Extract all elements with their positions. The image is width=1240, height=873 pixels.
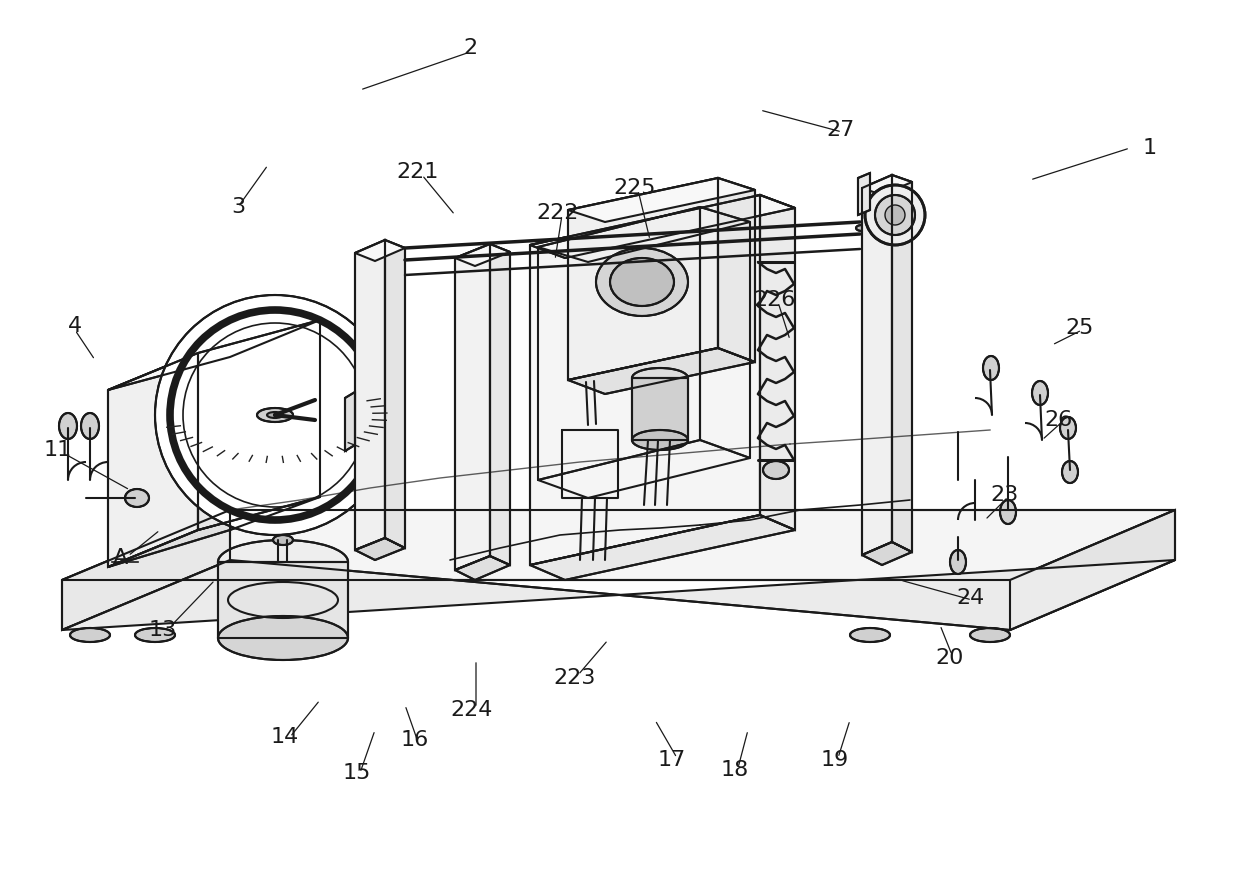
Polygon shape xyxy=(862,175,911,195)
Text: 14: 14 xyxy=(270,727,299,747)
Polygon shape xyxy=(632,378,688,440)
Ellipse shape xyxy=(632,368,688,388)
Ellipse shape xyxy=(257,408,293,422)
Ellipse shape xyxy=(565,302,670,378)
Ellipse shape xyxy=(580,313,656,367)
Polygon shape xyxy=(1011,510,1176,630)
Polygon shape xyxy=(862,542,911,565)
Polygon shape xyxy=(108,320,320,390)
Ellipse shape xyxy=(218,616,348,660)
Polygon shape xyxy=(62,510,1176,580)
Ellipse shape xyxy=(950,550,966,574)
Ellipse shape xyxy=(81,413,99,439)
Text: 1: 1 xyxy=(1143,138,1157,158)
Ellipse shape xyxy=(763,461,789,479)
Text: 3: 3 xyxy=(231,197,246,217)
Circle shape xyxy=(885,205,905,225)
Polygon shape xyxy=(892,175,911,552)
Text: 221: 221 xyxy=(397,162,439,182)
Polygon shape xyxy=(455,244,510,266)
Polygon shape xyxy=(490,244,510,565)
Polygon shape xyxy=(384,240,405,548)
Text: 4: 4 xyxy=(68,316,82,336)
Polygon shape xyxy=(355,240,384,550)
Polygon shape xyxy=(529,515,795,580)
Ellipse shape xyxy=(273,535,293,545)
Text: 15: 15 xyxy=(342,763,371,783)
Circle shape xyxy=(866,185,925,245)
Polygon shape xyxy=(760,195,795,530)
Ellipse shape xyxy=(205,486,216,494)
Ellipse shape xyxy=(69,628,110,642)
Polygon shape xyxy=(862,175,892,555)
Polygon shape xyxy=(455,244,490,570)
Ellipse shape xyxy=(218,540,348,584)
Ellipse shape xyxy=(562,488,618,508)
Circle shape xyxy=(155,295,396,535)
Polygon shape xyxy=(355,538,405,560)
Ellipse shape xyxy=(999,500,1016,524)
Polygon shape xyxy=(218,562,348,638)
Ellipse shape xyxy=(1060,417,1076,439)
Ellipse shape xyxy=(983,356,999,380)
Text: 26: 26 xyxy=(1044,410,1073,430)
Ellipse shape xyxy=(849,628,890,642)
Ellipse shape xyxy=(135,628,175,642)
Text: 13: 13 xyxy=(149,620,177,640)
Text: 16: 16 xyxy=(401,730,429,750)
Text: 25: 25 xyxy=(1066,318,1094,338)
Polygon shape xyxy=(701,207,750,458)
Polygon shape xyxy=(529,195,760,565)
Ellipse shape xyxy=(587,502,596,508)
Polygon shape xyxy=(198,320,320,530)
Text: 2: 2 xyxy=(463,38,477,58)
Ellipse shape xyxy=(610,258,675,306)
Text: 24: 24 xyxy=(956,588,985,608)
Polygon shape xyxy=(529,195,795,258)
Polygon shape xyxy=(562,430,618,498)
Text: 27: 27 xyxy=(826,120,854,140)
Polygon shape xyxy=(108,353,198,567)
Polygon shape xyxy=(538,440,750,498)
Ellipse shape xyxy=(605,255,615,261)
Ellipse shape xyxy=(125,489,149,507)
Text: 225: 225 xyxy=(614,178,656,198)
Text: 11: 11 xyxy=(43,440,72,460)
Ellipse shape xyxy=(632,430,688,450)
Text: 223: 223 xyxy=(554,668,596,688)
Polygon shape xyxy=(62,560,1176,630)
Polygon shape xyxy=(568,178,755,222)
Polygon shape xyxy=(568,348,755,394)
Ellipse shape xyxy=(970,628,1011,642)
Polygon shape xyxy=(538,207,701,480)
Ellipse shape xyxy=(596,248,688,316)
Ellipse shape xyxy=(584,376,600,384)
Ellipse shape xyxy=(1032,381,1048,405)
Circle shape xyxy=(875,195,915,235)
Ellipse shape xyxy=(562,420,618,440)
Polygon shape xyxy=(538,207,750,262)
Ellipse shape xyxy=(856,225,868,231)
Polygon shape xyxy=(455,556,510,580)
Text: 226: 226 xyxy=(754,290,796,310)
Polygon shape xyxy=(568,178,718,380)
Text: A: A xyxy=(113,548,128,568)
Polygon shape xyxy=(108,497,320,567)
Ellipse shape xyxy=(192,485,208,495)
Polygon shape xyxy=(718,178,755,362)
Ellipse shape xyxy=(1061,461,1078,483)
Polygon shape xyxy=(355,240,405,261)
Polygon shape xyxy=(858,173,870,215)
Ellipse shape xyxy=(60,413,77,439)
Text: 23: 23 xyxy=(991,485,1019,505)
Ellipse shape xyxy=(267,412,283,418)
Text: 20: 20 xyxy=(936,648,965,668)
Polygon shape xyxy=(62,510,229,630)
Text: 224: 224 xyxy=(451,700,494,720)
Text: 19: 19 xyxy=(821,750,849,770)
Text: 222: 222 xyxy=(537,203,579,223)
Text: 18: 18 xyxy=(720,760,749,780)
Polygon shape xyxy=(345,392,355,451)
Text: 17: 17 xyxy=(658,750,686,770)
